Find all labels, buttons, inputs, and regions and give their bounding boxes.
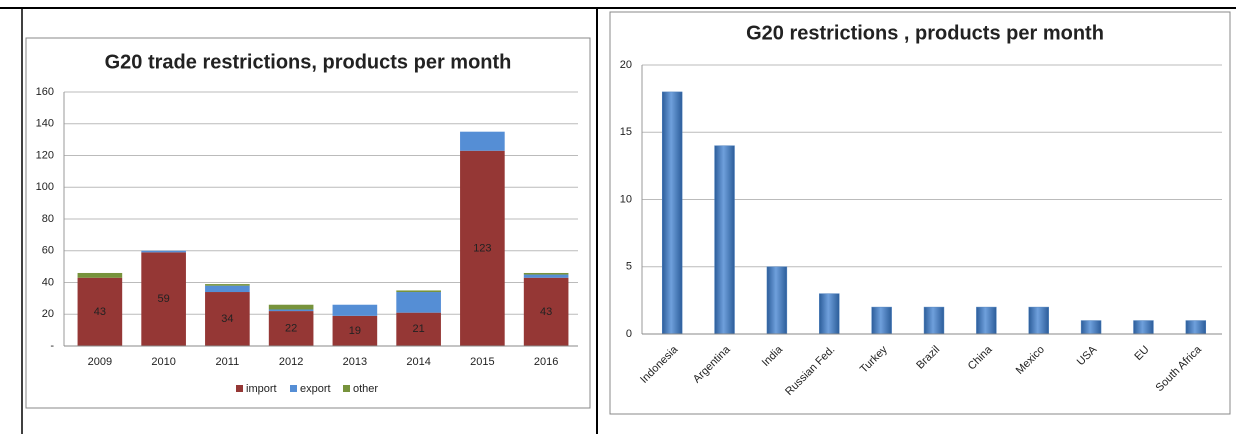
y-tick-label: 120 bbox=[36, 149, 54, 161]
bar-segment bbox=[523, 272, 569, 275]
y-tick-label: 0 bbox=[626, 328, 632, 340]
bar-segment bbox=[205, 292, 250, 346]
x-tick-label: 2016 bbox=[534, 356, 558, 368]
chart-title: G20 trade restrictions, products per mon… bbox=[105, 51, 512, 73]
x-tick-label: Argentina bbox=[691, 343, 733, 385]
legend-swatch bbox=[343, 385, 350, 392]
bar bbox=[1185, 320, 1207, 335]
legend-swatch bbox=[236, 385, 243, 392]
bar-segment bbox=[141, 252, 186, 346]
x-tick-label: Turkey bbox=[858, 343, 890, 375]
x-tick-label: USA bbox=[1075, 343, 1100, 368]
value-label: 22 bbox=[285, 322, 297, 334]
y-tick-label: 160 bbox=[36, 86, 54, 98]
bar-segment bbox=[268, 309, 314, 312]
x-tick-label: Indonesia bbox=[638, 343, 681, 386]
bar bbox=[976, 306, 997, 335]
bar bbox=[1133, 320, 1154, 335]
bar-segment bbox=[268, 311, 314, 346]
x-tick-label: EU bbox=[1132, 344, 1151, 363]
x-tick-label: Russian Fed. bbox=[783, 344, 837, 398]
bar-segment bbox=[460, 131, 505, 151]
bar-segment bbox=[332, 315, 378, 346]
left-chart-border bbox=[25, 37, 591, 409]
bar-segment bbox=[396, 292, 441, 313]
bar bbox=[1080, 320, 1102, 335]
bar-segment bbox=[77, 272, 123, 278]
value-label: 59 bbox=[158, 293, 170, 305]
x-tick-label: China bbox=[966, 343, 995, 372]
x-tick-label: 2009 bbox=[88, 356, 112, 368]
y-tick-label: 5 bbox=[626, 261, 632, 273]
y-tick-label: 40 bbox=[42, 276, 54, 288]
x-tick-label: Brazil bbox=[914, 344, 942, 372]
x-tick-label: 2012 bbox=[279, 356, 303, 368]
x-tick-label: 2010 bbox=[151, 356, 175, 368]
y-tick-label: 80 bbox=[42, 213, 54, 225]
y-tick-label: 20 bbox=[620, 59, 632, 71]
y-tick-label: 140 bbox=[36, 118, 54, 130]
y-tick-label: 10 bbox=[620, 193, 632, 205]
legend-label: import bbox=[246, 383, 277, 395]
bar bbox=[766, 266, 788, 335]
bar-segment bbox=[77, 277, 123, 346]
bar-segment bbox=[396, 312, 441, 346]
bar-segment bbox=[396, 290, 441, 293]
chart-title: G20 restrictions , products per month bbox=[746, 22, 1104, 44]
x-tick-label: 2015 bbox=[470, 356, 494, 368]
bar bbox=[714, 145, 735, 335]
bar-segment bbox=[460, 150, 505, 346]
y-tick-label: 100 bbox=[36, 181, 54, 193]
value-label: 34 bbox=[221, 313, 233, 325]
legend-label: export bbox=[300, 383, 331, 395]
x-tick-label: 2013 bbox=[343, 356, 367, 368]
value-label: 21 bbox=[413, 323, 425, 335]
bar bbox=[923, 306, 945, 335]
legend-swatch bbox=[290, 385, 297, 392]
bar-segment bbox=[205, 285, 250, 293]
value-label: 123 bbox=[473, 242, 491, 254]
legend-label: other bbox=[353, 383, 378, 395]
bar bbox=[1028, 306, 1049, 335]
right-chart-border bbox=[609, 11, 1231, 415]
x-tick-label: Mexico bbox=[1014, 344, 1047, 377]
bar bbox=[819, 293, 840, 335]
x-tick-label: South Africa bbox=[1154, 343, 1205, 394]
y-tick-label: 15 bbox=[620, 126, 632, 138]
x-tick-label: 2014 bbox=[406, 356, 430, 368]
value-label: 43 bbox=[94, 306, 106, 318]
bar-segment bbox=[268, 304, 314, 310]
bar bbox=[661, 91, 683, 335]
value-label: 43 bbox=[540, 306, 552, 318]
x-tick-label: India bbox=[760, 343, 786, 369]
bar-segment bbox=[332, 304, 378, 316]
value-label: 19 bbox=[349, 325, 361, 337]
y-tick-label: 20 bbox=[42, 308, 54, 320]
bar bbox=[871, 306, 892, 335]
bar-segment bbox=[523, 277, 569, 346]
x-tick-label: 2011 bbox=[216, 356, 240, 368]
y-tick-label: 60 bbox=[42, 245, 54, 257]
bar-segment bbox=[205, 284, 250, 286]
bar-segment bbox=[141, 250, 186, 253]
bar-segment bbox=[523, 274, 569, 278]
y-tick-label: - bbox=[50, 340, 54, 352]
